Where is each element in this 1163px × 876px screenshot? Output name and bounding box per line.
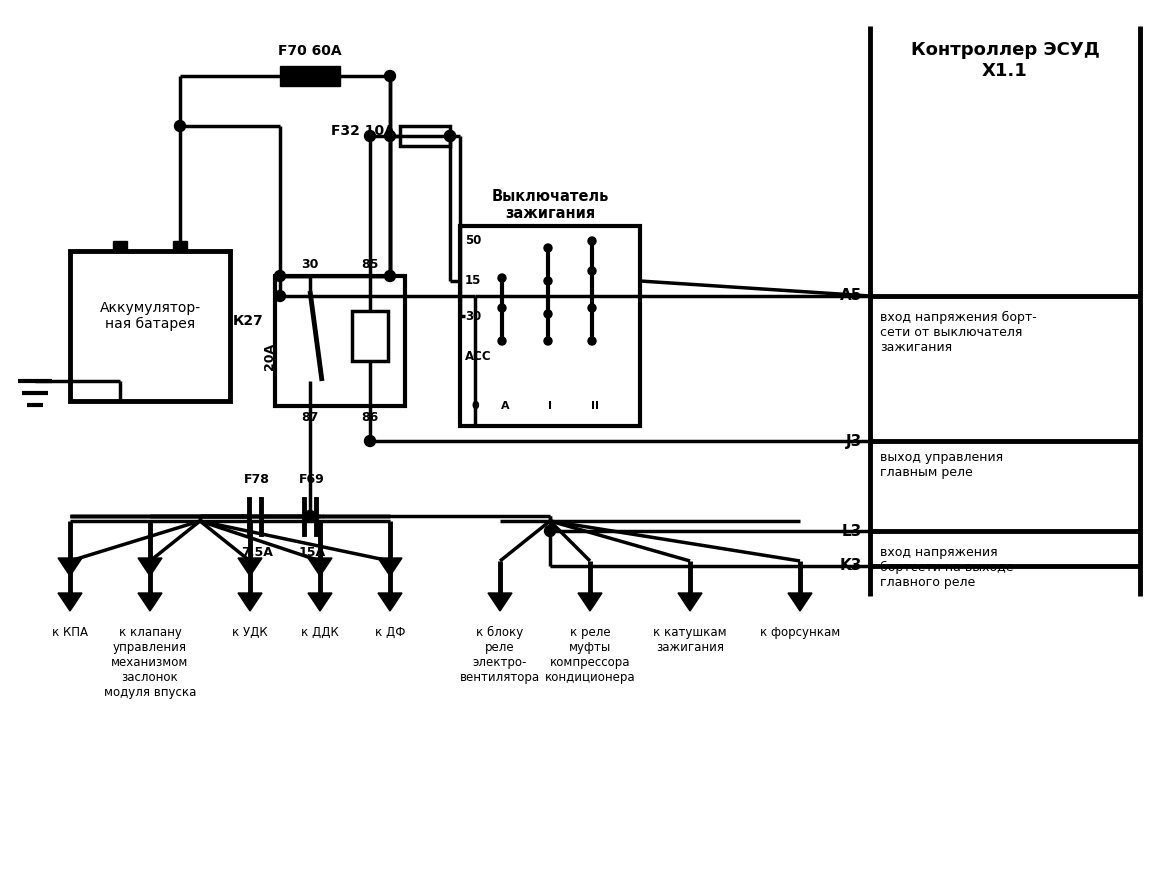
Text: F70 60А: F70 60А [278, 44, 342, 58]
Text: 20А: 20А [264, 343, 277, 370]
Polygon shape [58, 593, 83, 611]
Circle shape [588, 267, 595, 275]
Text: 30: 30 [465, 309, 481, 322]
Text: К27: К27 [233, 314, 263, 328]
Polygon shape [58, 558, 83, 576]
Text: F69: F69 [299, 473, 324, 486]
Polygon shape [138, 593, 162, 611]
Circle shape [444, 131, 456, 142]
Text: F78: F78 [244, 473, 270, 486]
Text: к форсункам: к форсункам [759, 626, 840, 639]
Circle shape [498, 304, 506, 312]
Circle shape [305, 511, 315, 521]
Text: L3: L3 [842, 524, 862, 539]
Polygon shape [578, 593, 602, 611]
Circle shape [588, 304, 595, 312]
Circle shape [385, 70, 395, 81]
Polygon shape [789, 593, 812, 611]
Text: 0: 0 [471, 401, 479, 411]
Polygon shape [488, 593, 512, 611]
Text: к катушкам
зажигания: к катушкам зажигания [654, 626, 727, 654]
Bar [352, 311, 388, 361]
Circle shape [364, 131, 376, 142]
Circle shape [444, 131, 456, 142]
Text: Выключатель
зажигания: Выключатель зажигания [491, 188, 608, 221]
Text: I: I [548, 401, 552, 411]
Circle shape [544, 337, 552, 345]
Polygon shape [308, 558, 331, 576]
Text: J3: J3 [846, 434, 862, 449]
Polygon shape [238, 593, 262, 611]
Polygon shape [378, 558, 402, 576]
Polygon shape [238, 558, 262, 576]
Bar [274, 276, 405, 406]
Circle shape [544, 310, 552, 318]
Circle shape [274, 291, 285, 301]
Text: K3: K3 [840, 559, 862, 574]
Bar [400, 126, 450, 146]
Circle shape [364, 435, 376, 447]
Text: A5: A5 [840, 288, 862, 303]
Text: к реле
муфты
компрессора
кондиционера: к реле муфты компрессора кондиционера [544, 626, 635, 684]
Circle shape [498, 274, 506, 282]
Text: Аккумулятор-
ная батарея: Аккумулятор- ная батарея [100, 300, 200, 331]
Circle shape [174, 121, 186, 131]
Text: 85: 85 [362, 258, 379, 271]
Text: 7,5А: 7,5А [241, 546, 273, 559]
Bar [461, 226, 640, 426]
Polygon shape [678, 593, 702, 611]
Circle shape [544, 526, 556, 536]
Text: к КПА: к КПА [52, 626, 88, 639]
Text: 50: 50 [465, 235, 481, 248]
Bar [280, 66, 340, 86]
Circle shape [498, 337, 506, 345]
Text: А: А [501, 401, 509, 411]
Text: к УДК: к УДК [233, 626, 267, 639]
Circle shape [588, 337, 595, 345]
Text: к ДДК: к ДДК [301, 626, 338, 639]
Text: F32 10А: F32 10А [331, 124, 395, 138]
Polygon shape [378, 593, 402, 611]
Text: выход управления
главным реле: выход управления главным реле [880, 451, 1004, 479]
Text: к клапану
управления
механизмом
заслонок
модуля впуска: к клапану управления механизмом заслонок… [104, 626, 197, 699]
Text: Контроллер ЭСУД
X1.1: Контроллер ЭСУД X1.1 [911, 41, 1099, 80]
Text: 30: 30 [301, 258, 319, 271]
Text: к блоку
реле
электро-
вентилятора: к блоку реле электро- вентилятора [459, 626, 540, 684]
Bar [113, 241, 127, 251]
Text: 87: 87 [301, 411, 319, 424]
Bar [173, 241, 187, 251]
Text: 15А: 15А [299, 546, 326, 559]
Text: II: II [591, 401, 599, 411]
Circle shape [385, 271, 395, 281]
Text: 15: 15 [465, 274, 481, 287]
Text: вход напряжения борт-
сети от выключателя
зажигания: вход напряжения борт- сети от выключател… [880, 311, 1036, 354]
Text: 86: 86 [362, 411, 379, 424]
Circle shape [385, 131, 395, 142]
Circle shape [544, 277, 552, 285]
Polygon shape [138, 558, 162, 576]
Text: к ДФ: к ДФ [374, 626, 405, 639]
Circle shape [544, 244, 552, 252]
Polygon shape [308, 593, 331, 611]
Text: вход напряжения
бортсети на выходе
главного реле: вход напряжения бортсети на выходе главн… [880, 546, 1013, 589]
Text: АСС: АСС [465, 350, 492, 363]
Circle shape [588, 237, 595, 245]
Bar [70, 251, 230, 401]
Circle shape [274, 271, 285, 281]
